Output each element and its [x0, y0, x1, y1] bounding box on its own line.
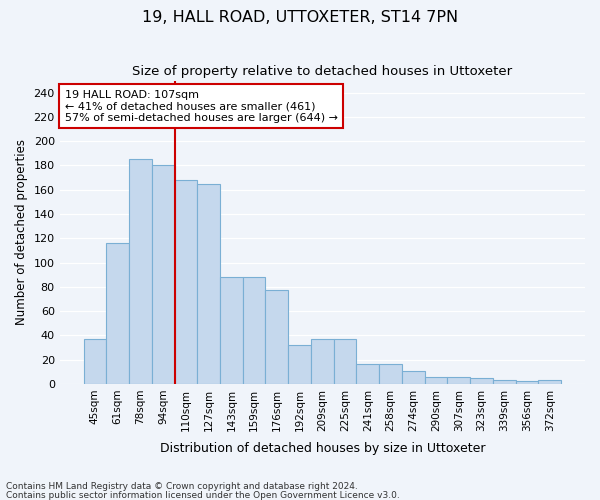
Bar: [288, 345, 311, 384]
Text: Contains HM Land Registry data © Crown copyright and database right 2024.: Contains HM Land Registry data © Crown c…: [6, 482, 358, 491]
Bar: [311, 339, 334, 384]
Bar: [515, 382, 538, 384]
Bar: [265, 290, 288, 384]
Bar: [402, 370, 425, 384]
Bar: [220, 277, 243, 384]
Bar: [470, 378, 493, 384]
X-axis label: Distribution of detached houses by size in Uttoxeter: Distribution of detached houses by size …: [160, 442, 485, 455]
Bar: [197, 184, 220, 384]
Bar: [175, 180, 197, 384]
Text: 19 HALL ROAD: 107sqm
← 41% of detached houses are smaller (461)
57% of semi-deta: 19 HALL ROAD: 107sqm ← 41% of detached h…: [65, 90, 338, 123]
Bar: [83, 339, 106, 384]
Bar: [106, 243, 129, 384]
Bar: [129, 160, 152, 384]
Bar: [356, 364, 379, 384]
Bar: [334, 339, 356, 384]
Text: Contains public sector information licensed under the Open Government Licence v3: Contains public sector information licen…: [6, 490, 400, 500]
Title: Size of property relative to detached houses in Uttoxeter: Size of property relative to detached ho…: [132, 65, 512, 78]
Bar: [493, 380, 515, 384]
Bar: [243, 277, 265, 384]
Bar: [425, 376, 448, 384]
Y-axis label: Number of detached properties: Number of detached properties: [15, 139, 28, 325]
Bar: [448, 376, 470, 384]
Bar: [152, 166, 175, 384]
Bar: [379, 364, 402, 384]
Bar: [538, 380, 561, 384]
Text: 19, HALL ROAD, UTTOXETER, ST14 7PN: 19, HALL ROAD, UTTOXETER, ST14 7PN: [142, 10, 458, 25]
